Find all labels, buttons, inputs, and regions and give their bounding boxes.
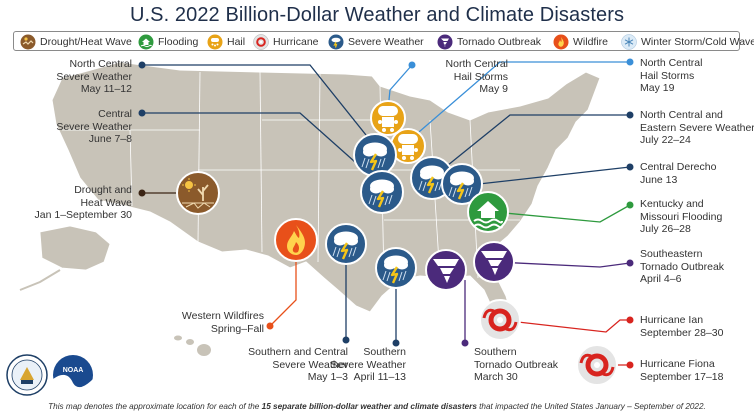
footer-note: This map denotes the approximate locatio…	[48, 402, 706, 411]
label-hail-may9: North Central Hail Storms May 9	[445, 58, 508, 95]
label-fiona: Hurricane Fiona September 17–18	[640, 358, 724, 383]
leader-line-hail-may19	[411, 61, 630, 139]
dot-southern-severe	[392, 339, 400, 347]
marker-central-severe-jun7	[360, 170, 404, 214]
dot-southern-tornado	[461, 339, 469, 347]
dot-nc-severe-may11	[138, 61, 146, 69]
label-drought: Drought and Heat Wave Jan 1–September 30	[34, 184, 132, 221]
label-central-severe-jun7: Central Severe Weather June 7–8	[56, 108, 132, 145]
legend-label-wildfire: Wildfire	[573, 36, 609, 48]
legend-item-tornado: Tornado Outbreak	[437, 33, 541, 51]
marker-drought	[176, 171, 220, 215]
leader-line-ian	[499, 319, 630, 333]
label-southern-tornado: Southern Tornado Outbreak March 30	[474, 346, 559, 383]
marker-hail-may9	[370, 100, 406, 136]
marker-fiona	[576, 344, 618, 386]
leader-line-nce-severe-jul22	[431, 114, 630, 179]
legend-label-hurricane: Hurricane	[273, 36, 319, 48]
severe-weather-icon	[328, 34, 344, 50]
leader-line-derecho	[469, 166, 631, 186]
legend-label-severe-weather: Severe Weather	[348, 36, 424, 48]
marker-se-tornado	[473, 241, 515, 283]
dot-hail-may19	[626, 58, 634, 66]
noaa-logo: NOAA	[53, 355, 93, 407]
label-nc-severe-may11: North Central Severe Weather May 11–12	[56, 58, 132, 95]
legend-item-winter-storm: Winter Storm/Cold Wave	[621, 33, 754, 51]
legend-item-wildfire: Wildfire	[553, 33, 608, 51]
label-wildfire: Western Wildfires Spring–Fall	[181, 310, 264, 335]
map-title: U.S. 2022 Billion-Dollar Weather and Cli…	[129, 4, 625, 26]
legend: Drought/Heat Wave Flooding Hail Hurrican…	[13, 31, 754, 51]
label-southern-central: Southern and Central Severe Weather May 1–…	[248, 346, 348, 383]
dot-southern-central	[342, 336, 350, 344]
wildfire-icon	[553, 34, 569, 50]
label-ian: Hurricane Ian September 28–30	[640, 314, 724, 339]
marker-ian	[479, 299, 521, 341]
marker-derecho	[441, 163, 483, 205]
legend-label-winter-storm: Winter Storm/Cold Wave	[641, 36, 754, 48]
marker-southern-central	[325, 223, 367, 265]
dot-hail-may9	[408, 61, 416, 69]
legend-item-hail: Hail	[207, 33, 245, 51]
legend-item-severe-weather: Severe Weather	[328, 33, 424, 51]
legend-label-flooding: Flooding	[158, 36, 199, 48]
winter-storm-icon	[621, 34, 637, 50]
hurricane-icon	[253, 34, 269, 50]
legend-label-hail: Hail	[227, 36, 246, 48]
marker-southern-severe	[375, 247, 417, 289]
legend-label-tornado: Tornado Outbreak	[457, 36, 542, 48]
flood-icon	[138, 34, 154, 50]
dot-fiona	[626, 361, 634, 369]
label-southern-severe: Southern Severe Weather April 11–13	[330, 346, 406, 383]
alaska-chain	[19, 269, 61, 291]
dot-central-severe-jun7	[138, 109, 146, 117]
marker-wildfire	[274, 218, 318, 262]
dot-se-tornado	[626, 259, 634, 267]
legend-item-hurricane: Hurricane	[253, 33, 319, 51]
doc-seal-logo	[6, 354, 48, 396]
dot-ian	[626, 316, 634, 324]
leader-line-kentucky-flood	[493, 204, 631, 223]
label-kentucky-flood: Kentucky and Missouri Flooding July 26–28	[640, 198, 723, 235]
marker-kentucky-flood	[467, 191, 509, 233]
alaska-land	[39, 225, 111, 271]
hail-icon	[207, 34, 223, 50]
label-hail-may19: North Central Hail Storms May 19	[640, 57, 703, 94]
label-nce-severe-jul22: North Central and Eastern Severe Weather J…	[640, 109, 754, 146]
hawaii-islands	[174, 335, 211, 356]
label-se-tornado: Southeastern Tornado Outbreak April 4–6	[640, 248, 725, 285]
marker-nc-severe-may11	[353, 133, 397, 177]
legend-item-drought: Drought/Heat Wave	[20, 33, 132, 51]
leader-line-nc-severe-may11	[142, 64, 371, 141]
legend-item-flooding: Flooding	[138, 33, 198, 51]
drought-icon	[20, 34, 36, 50]
legend-label-drought: Drought/Heat Wave	[40, 36, 132, 48]
us-land	[51, 61, 601, 329]
tornado-icon	[437, 34, 453, 50]
dot-derecho	[626, 163, 634, 171]
dot-nce-severe-jul22	[626, 111, 634, 119]
leader-line-se-tornado	[495, 261, 631, 268]
dot-drought	[138, 189, 146, 197]
svg-text:NOAA: NOAA	[63, 367, 84, 374]
dot-wildfire	[266, 322, 274, 330]
label-derecho: Central Derecho June 13	[640, 161, 717, 186]
dot-kentucky-flood	[626, 201, 634, 209]
marker-southern-tornado	[425, 249, 467, 291]
